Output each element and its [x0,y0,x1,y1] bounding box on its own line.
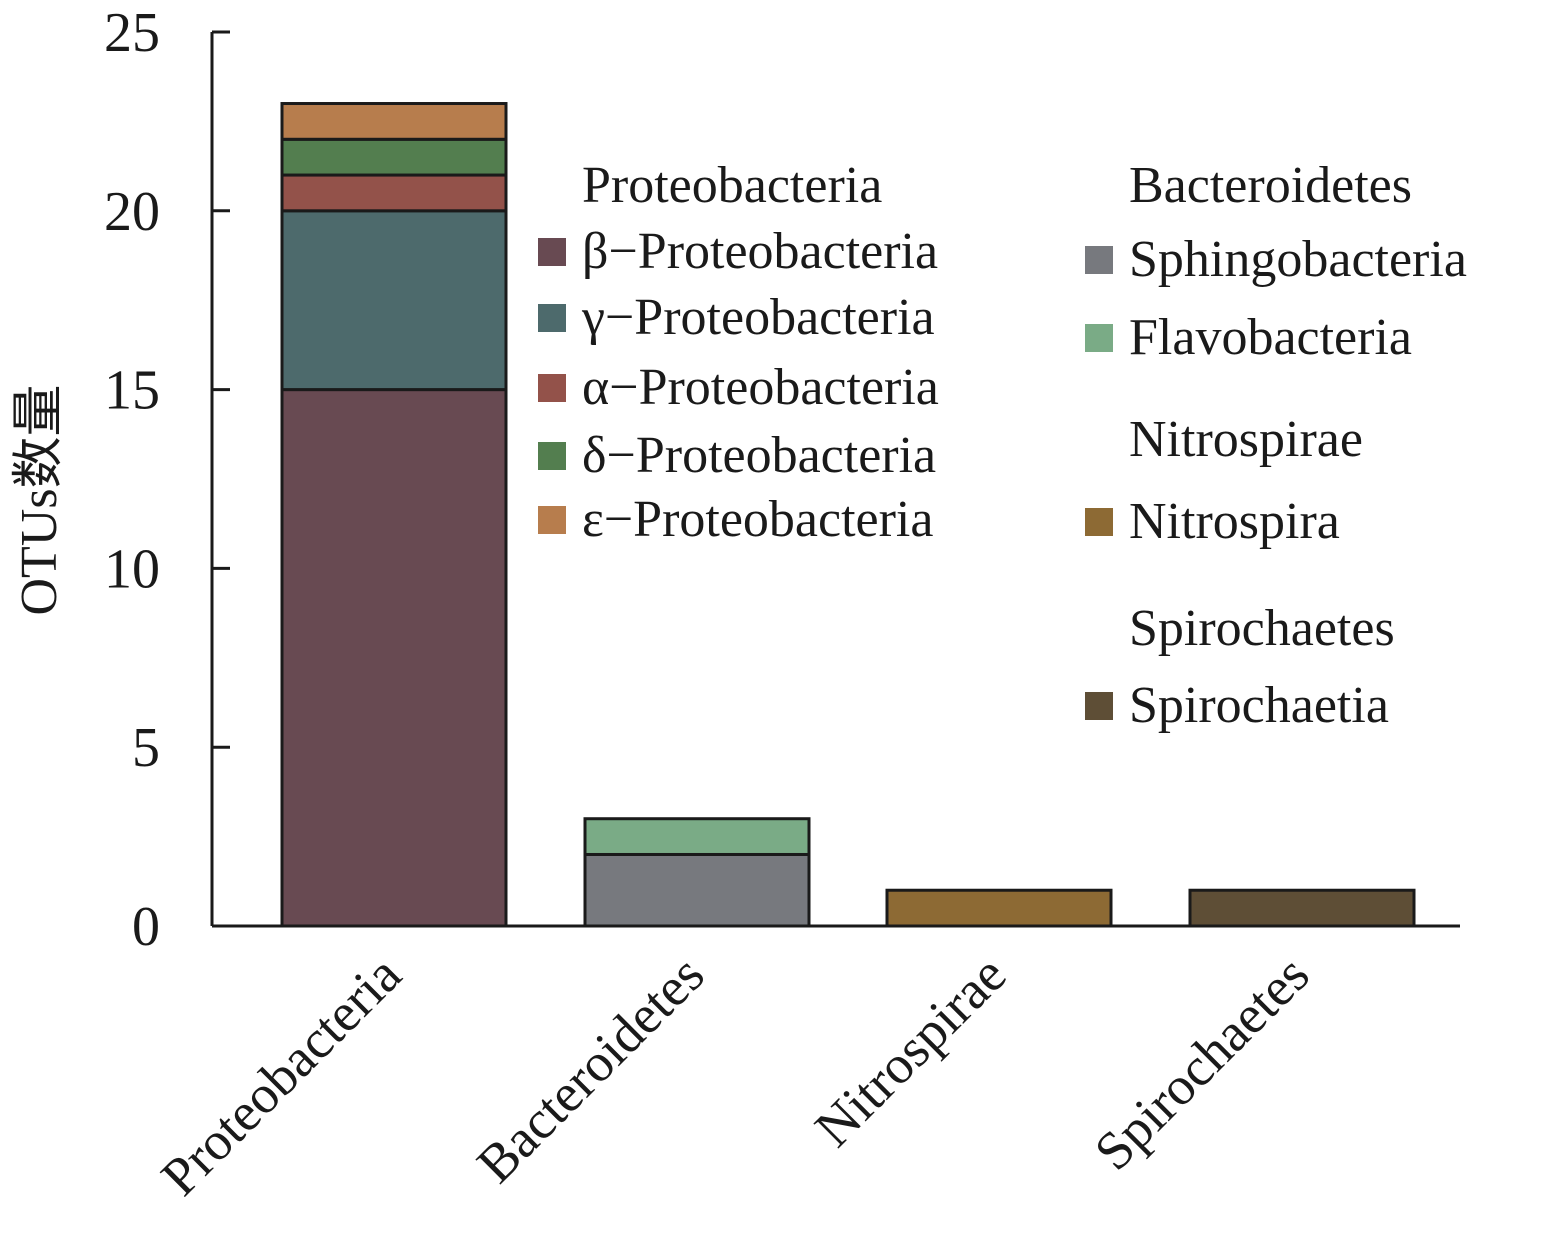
legend-group-title: Bacteroidetes [1129,157,1412,214]
legend-swatch [1085,692,1113,720]
x-tick-labels: Proteobacteria Bacteroidetes Nitrospirae Sp… [150,944,1321,1207]
bar-segment [280,173,508,213]
legend-swatch [1085,324,1113,352]
legend-swatch [1085,508,1113,536]
bar-segment [583,852,811,928]
legend-item-label: β−Proteobacteria [582,223,938,280]
legend-group-title: Nitrospirae [1129,411,1363,468]
legend-item-label: δ−Proteobacteria [582,427,936,484]
legend-item-label: Flavobacteria [1129,309,1412,366]
legend-item-label: Nitrospira [1129,493,1340,550]
bar-segment [280,388,508,928]
legend-item-label: γ−Proteobacteria [581,289,935,346]
bar-segment [280,102,508,141]
x-tick-label: Bacteroidetes [465,944,715,1194]
y-axis-label: OTUs数量 [11,384,68,615]
x-tick-label: Proteobacteria [150,944,413,1207]
legend-swatch [538,506,566,534]
y-tick-label: 15 [104,360,160,422]
legend-item-label: Sphingobacteria [1129,231,1467,288]
y-axis-label-group: OTUs数量 [11,384,68,615]
bar-segment [1188,888,1416,928]
y-tick-label: 10 [104,538,160,600]
x-tick-label: Spirochaetes [1083,944,1321,1182]
bar-segment [280,209,508,392]
legend-swatch [538,238,566,266]
legend-item-label: α−Proteobacteria [582,359,939,416]
legend-swatch [538,374,566,402]
bars [280,102,1416,928]
legend-swatch [1085,246,1113,274]
legend-swatch [538,304,566,332]
x-tick-label: Nitrospirae [803,944,1017,1158]
y-tick-label: 25 [104,2,160,64]
y-tick-label: 0 [132,896,160,958]
legend-item-label: ε−Proteobacteria [582,491,933,548]
legend-item-label: Spirochaetia [1129,677,1389,734]
legend-group-title: Spirochaetes [1129,600,1395,657]
axes: 0 5 10 15 20 25 [104,2,1460,958]
legend-group-title: Proteobacteria [582,157,882,214]
legend-swatch [538,442,566,470]
legend: Proteobacteria β−Proteobacteria γ−Proteoba… [538,157,1467,734]
bar-segment [885,888,1113,928]
y-tick-label: 5 [132,717,160,779]
y-tick-label: 20 [104,181,160,243]
bar-segment [583,817,811,856]
bar-segment [280,137,508,177]
